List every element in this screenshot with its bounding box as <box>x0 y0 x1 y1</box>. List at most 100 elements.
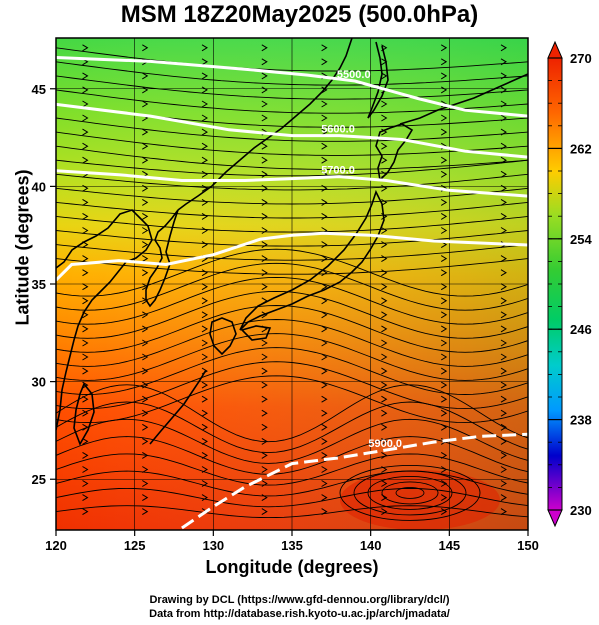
stream-arrow <box>440 409 448 417</box>
streamline <box>56 305 528 353</box>
colorbar-label: 262 <box>570 141 592 156</box>
stream-arrow <box>321 44 328 52</box>
stream-arrow <box>201 114 208 122</box>
x-tick-label: 135 <box>281 538 303 553</box>
stream-arrow <box>142 44 149 52</box>
stream-arrow <box>381 283 388 291</box>
stream-arrow <box>440 44 448 52</box>
stream-arrow <box>500 170 507 178</box>
stream-arrow <box>82 480 89 487</box>
stream-arrow <box>142 184 149 192</box>
stream-arrow <box>82 72 89 80</box>
stream-arrow <box>82 437 89 445</box>
stream-arrow <box>500 44 507 52</box>
stream-arrow <box>500 227 507 234</box>
coastline-hokkaido <box>375 123 414 182</box>
stream-arrow <box>261 437 268 445</box>
contour-label: 5700.0 <box>321 165 355 177</box>
stream-arrow <box>82 466 89 473</box>
streamline <box>56 201 528 219</box>
coastline-ryukyu <box>149 369 207 445</box>
stream-arrow <box>201 44 208 52</box>
coastline-kyushu <box>209 317 237 356</box>
streamline <box>56 159 528 177</box>
stream-arrow <box>261 100 268 108</box>
streamline <box>56 276 528 325</box>
stream-arrow <box>381 423 388 431</box>
stream-arrow <box>440 86 448 94</box>
stream-arrow <box>82 494 89 502</box>
stream-arrow <box>82 212 89 220</box>
stream-arrow <box>321 100 328 108</box>
stream-arrow <box>381 255 388 263</box>
stream-arrow <box>82 156 89 164</box>
stream-arrow <box>261 114 268 122</box>
stream-arrow <box>500 423 507 431</box>
stream-arrow <box>142 395 149 403</box>
stream-arrow <box>201 480 208 487</box>
stream-arrow <box>500 58 507 66</box>
stream-arrow <box>381 381 388 389</box>
stream-arrow <box>381 480 388 487</box>
stream-arrow <box>440 255 448 263</box>
stream-arrow <box>381 241 388 249</box>
stream-arrow <box>500 212 507 220</box>
stream-arrow <box>142 227 149 234</box>
stream-arrow <box>201 381 208 389</box>
stream-arrow <box>261 227 268 234</box>
streamline <box>56 75 528 100</box>
stream-arrow <box>82 269 89 277</box>
stream-arrow <box>201 353 208 361</box>
chart-title: MSM 18Z20May2025 (500.0hPa) <box>120 1 479 28</box>
stream-arrow <box>440 353 448 361</box>
warm-core-high <box>340 470 500 530</box>
stream-arrow <box>82 297 89 305</box>
stream-arrow <box>261 44 268 52</box>
stream-arrow <box>261 198 268 206</box>
stream-arrow <box>261 423 268 431</box>
stream-arrow <box>261 409 268 417</box>
stream-arrow <box>261 184 268 192</box>
stream-arrow <box>321 381 328 389</box>
stream-arrow <box>201 339 208 347</box>
swirl-streamline <box>395 486 425 499</box>
x-axis-label: Longitude (degrees) <box>205 557 379 577</box>
stream-arrow <box>440 58 448 66</box>
stream-arrow <box>142 466 149 473</box>
stream-arrow <box>321 184 328 192</box>
stream-arrow <box>142 156 149 164</box>
y-tick-label: 35 <box>32 277 46 292</box>
stream-arrow <box>201 494 208 502</box>
stream-arrow <box>142 353 149 361</box>
streamline <box>56 258 528 275</box>
stream-arrow <box>381 451 388 459</box>
coastline-taiwan <box>73 382 95 446</box>
y-tick-label: 45 <box>32 82 46 97</box>
stream-arrow <box>500 381 507 389</box>
swirl-streamline <box>339 464 481 521</box>
x-tick-label: 145 <box>438 538 460 553</box>
stream-arrow <box>440 72 448 80</box>
x-axis-ticks: 120 125 130 135 140 145 150 <box>45 530 539 553</box>
stream-arrow <box>500 409 507 417</box>
stream-arrow <box>82 142 89 150</box>
stream-arrow <box>321 409 328 417</box>
stream-arrow <box>381 437 388 445</box>
contour-line <box>56 169 528 198</box>
streamline <box>56 117 528 142</box>
x-tick-label: 140 <box>360 538 382 553</box>
stream-arrow <box>440 198 448 206</box>
stream-arrow <box>440 212 448 220</box>
stream-arrow <box>500 494 507 502</box>
stream-arrow <box>201 227 208 234</box>
stream-arrow <box>440 114 448 122</box>
colorbar: 270 262 254 246 238 230 <box>547 40 592 528</box>
stream-arrow <box>321 311 328 319</box>
coastline-korea <box>145 209 179 308</box>
colorbar-label: 230 <box>570 503 592 518</box>
stream-arrow <box>321 480 328 487</box>
stream-arrow <box>381 269 388 277</box>
y-tick-label: 25 <box>32 472 46 487</box>
stream-arrow <box>440 494 448 502</box>
swirl-streamline <box>381 481 439 505</box>
